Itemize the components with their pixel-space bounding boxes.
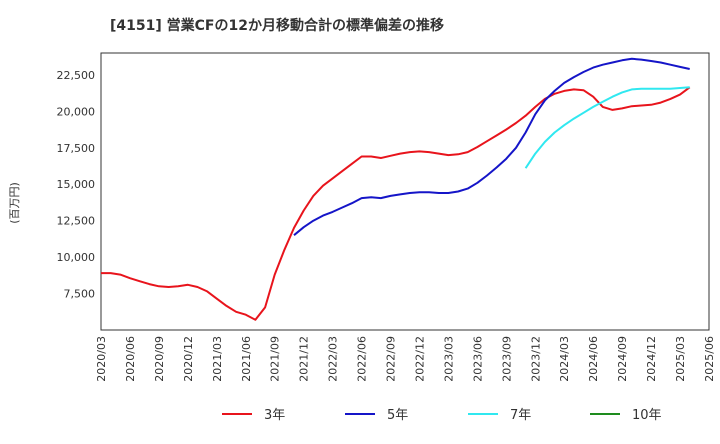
legend-label: 10年 [632, 408, 662, 423]
x-axis: 2020/03 2020/06 2020/09 2020/12 2021/03 2021/… [95, 336, 716, 382]
y-tick-label: 12,500 [57, 215, 96, 228]
y-tick-label: 20,000 [57, 105, 96, 118]
plot-border [100, 52, 710, 331]
y-tick-label: 10,000 [57, 251, 96, 264]
x-tick-label: 2021/09 [269, 336, 282, 382]
y-axis: 7,500 10,000 12,500 15,000 17,500 20,000 22,50… [57, 69, 96, 301]
x-tick-label: 2020/03 [95, 336, 108, 382]
x-tick-label: 2023/06 [471, 336, 484, 382]
x-tick-label: 2024/03 [558, 336, 571, 382]
x-tick-label: 2020/06 [124, 336, 137, 382]
y-tick-label: 17,500 [57, 142, 96, 155]
y-tick-label: 22,500 [57, 69, 96, 82]
x-tick-label: 2022/12 [413, 336, 426, 382]
x-tick-label: 2022/06 [356, 336, 369, 382]
x-tick-label: 2025/03 [674, 336, 687, 382]
legend: 3年 5年 7年 10年 [222, 408, 662, 423]
series-line-7年 [524, 86, 690, 169]
series-line-5年 [293, 57, 690, 236]
x-tick-label: 2024/06 [587, 336, 600, 382]
legend-label: 3年 [264, 408, 285, 423]
x-tick-label: 2020/12 [182, 336, 195, 382]
legend-label: 7年 [510, 408, 531, 423]
x-tick-label: 2023/12 [529, 336, 542, 382]
legend-label: 5年 [387, 408, 408, 423]
x-tick-label: 2022/09 [385, 336, 398, 382]
y-axis-label: (百万円) [8, 182, 21, 224]
x-tick-label: 2020/09 [153, 336, 166, 382]
series-line-3年 [101, 86, 691, 321]
y-tick-label: 7,500 [64, 288, 96, 301]
y-tick-label: 15,000 [57, 178, 96, 191]
chart-title: [4151] 営業CFの12か月移動合計の標準偏差の推移 [110, 17, 444, 34]
series-layer [101, 57, 691, 321]
x-tick-label: 2022/03 [327, 336, 340, 382]
x-tick-label: 2021/06 [240, 336, 253, 382]
x-tick-label: 2025/06 [703, 336, 716, 382]
x-tick-label: 2021/03 [211, 336, 224, 382]
x-tick-label: 2021/12 [298, 336, 311, 382]
x-tick-label: 2023/09 [500, 336, 513, 382]
x-tick-label: 2024/12 [645, 336, 658, 382]
x-tick-label: 2023/03 [442, 336, 455, 382]
x-tick-label: 2024/09 [616, 336, 629, 382]
